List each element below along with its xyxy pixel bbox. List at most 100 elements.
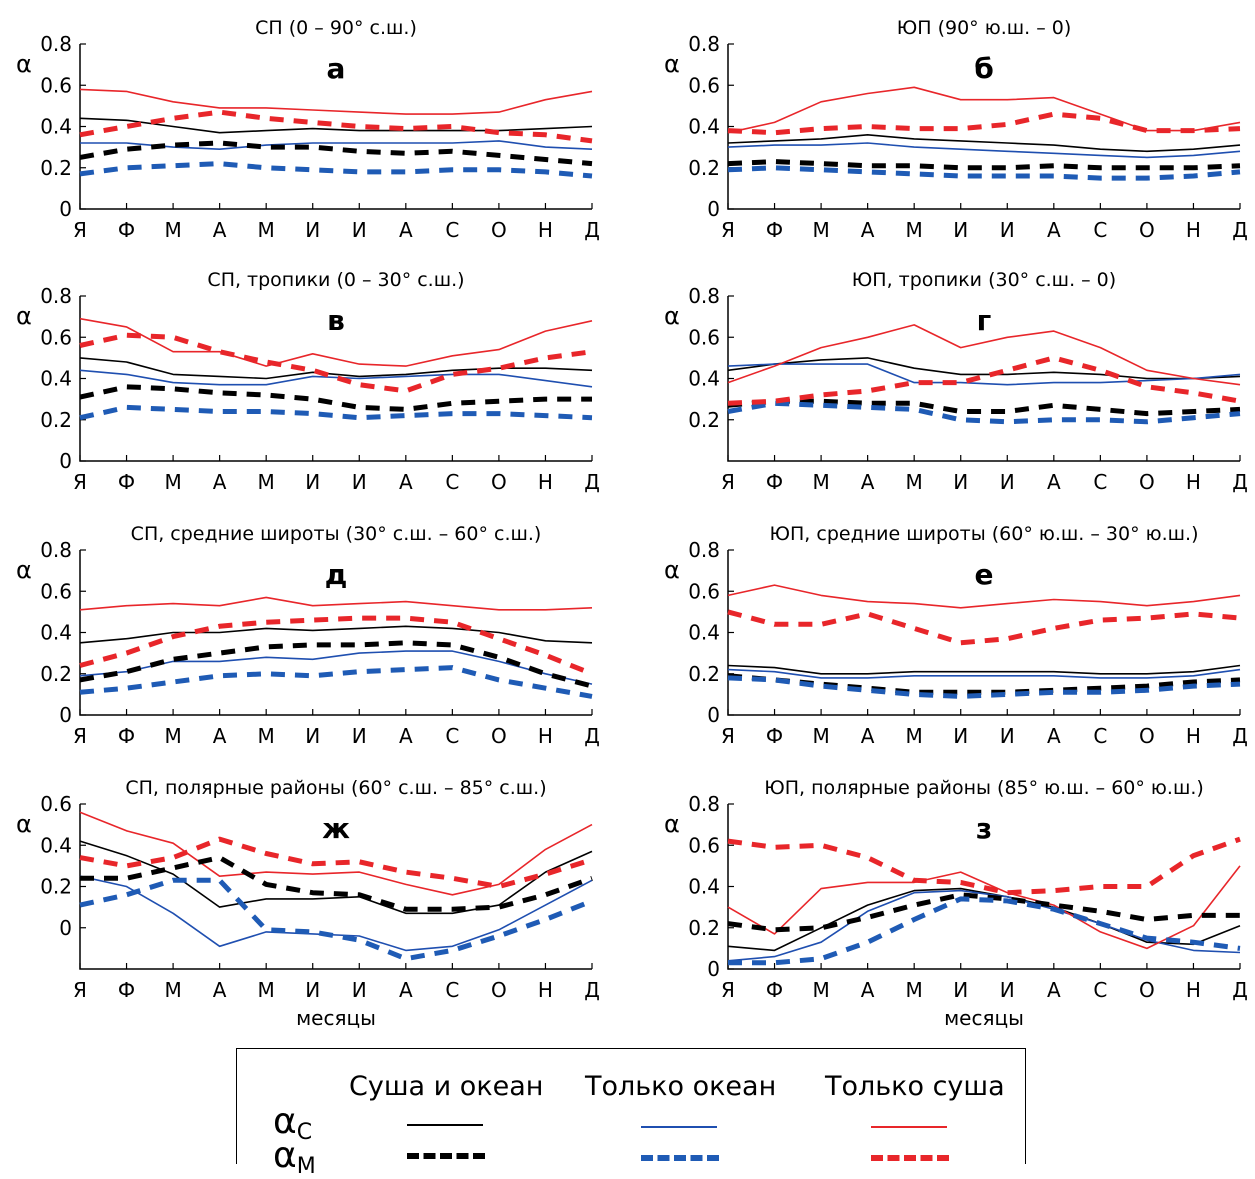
x-tick-label: М (906, 978, 923, 1002)
x-tick-label: Ф (766, 218, 783, 242)
x-tick-label: О (491, 978, 507, 1002)
series-line-ocean_m (727, 675, 1241, 699)
y-tick-label: 0.2 (688, 156, 720, 180)
x-tick-label: Ф (118, 470, 135, 494)
x-tick-label: С (445, 470, 459, 494)
y-tick-label: 0.8 (40, 32, 72, 56)
x-tick-label: И (305, 218, 320, 242)
x-axis-label: месяцы (944, 1006, 1024, 1030)
x-tick-label: И (305, 978, 320, 1002)
series-line-both_m (727, 892, 1240, 933)
x-tick-label: М (812, 218, 829, 242)
x-tick-label: Н (538, 724, 553, 748)
series-line-ocean_c (727, 889, 1241, 962)
series-line-land_c (79, 317, 593, 367)
series-line-both_m (727, 398, 1241, 417)
panel-letter: г (977, 304, 992, 337)
x-tick-label: С (445, 724, 459, 748)
x-tick-label: Д (1232, 470, 1248, 494)
x-tick-label: А (399, 978, 413, 1002)
x-tick-label: И (352, 978, 367, 1002)
y-tick-label: 0.4 (40, 367, 72, 391)
x-tick-label: А (861, 724, 875, 748)
x-tick-label: И (953, 470, 968, 494)
y-tick-label: 0.2 (40, 408, 72, 432)
panel-letter: е (975, 558, 994, 591)
x-tick-label: Я (73, 978, 87, 1002)
y-tick-label: 0.6 (40, 579, 72, 603)
chart-panel-1: ЮП (90° ю.ш. – 0) б α 0 0.2 0.4 0.6 0.8 Я Ф М А М И И А… (664, 17, 1248, 242)
x-tick-label: Ф (766, 724, 783, 748)
x-tick-label: И (1000, 470, 1015, 494)
x-tick-label: М (164, 724, 181, 748)
x-tick-label: О (491, 724, 507, 748)
series-line-land_m (79, 332, 593, 394)
x-tick-label: Ф (118, 218, 135, 242)
y-axis-label: α (664, 556, 680, 584)
series-line-land_c (79, 811, 593, 896)
panel-letter: д (325, 558, 348, 591)
chart-title: ЮП, тропики (30° с.ш. – 0) (852, 269, 1116, 291)
x-tick-label: А (861, 978, 875, 1002)
series-line-ocean_c (80, 140, 593, 150)
series-line-ocean_c (79, 875, 593, 952)
y-tick-label: 0.8 (688, 792, 720, 816)
y-tick-label: 0 (707, 703, 720, 727)
x-tick-label: Ф (118, 978, 135, 1002)
y-tick-label: 0.6 (40, 792, 72, 816)
legend-line-land-m (871, 1155, 949, 1161)
chart-panel-0: СП (0 – 90° с.ш.) а α 0 0.2 0.4 0.6 0.8 Я Ф М А М И И А… (16, 17, 600, 242)
x-tick-label: С (1093, 724, 1107, 748)
legend-row-alpha-m: αM (273, 1135, 316, 1179)
series-line-both_c (79, 117, 593, 134)
y-axis-label: α (16, 302, 32, 330)
x-tick-label: Д (1232, 724, 1248, 748)
x-tick-label: Я (721, 470, 735, 494)
x-tick-label: Д (584, 724, 600, 748)
y-tick-label: 0 (59, 703, 72, 727)
chart-title: СП, тропики (0 – 30° с.ш.) (207, 269, 464, 291)
legend-line-land-c (871, 1126, 947, 1128)
series-line-both_c (79, 625, 593, 644)
legend-alpha-c-symbol: α (273, 1101, 297, 1142)
series-line-land_c (79, 88, 593, 115)
series-line-land_c (79, 596, 593, 611)
series-line-land_m (79, 836, 593, 889)
x-tick-label: М (906, 470, 923, 494)
series-line-ocean_c (79, 650, 593, 685)
x-tick-label: М (164, 470, 181, 494)
legend-line-ocean-m (641, 1155, 719, 1161)
panel-letter: з (976, 812, 992, 845)
y-axis-label: α (664, 810, 680, 838)
x-tick-label: М (906, 218, 923, 242)
series-line-both_c (727, 357, 1241, 380)
y-tick-label: 0.4 (688, 115, 720, 139)
x-tick-label: Ф (118, 724, 135, 748)
x-tick-label: И (1000, 724, 1015, 748)
legend-line-both-c (407, 1124, 483, 1126)
x-tick-label: Н (538, 978, 553, 1002)
x-tick-label: Н (538, 470, 553, 494)
x-tick-label: Я (73, 724, 87, 748)
y-tick-label: 0.2 (40, 875, 72, 899)
series-line-both_c (79, 840, 593, 915)
series-line-ocean_m (79, 877, 593, 962)
series-line-ocean_m (79, 161, 593, 179)
legend-header-ocean: Только океан (585, 1071, 777, 1102)
chart-title: ЮП (90° ю.ш. – 0) (897, 17, 1072, 39)
series-line-land_c (727, 865, 1241, 950)
series-line-both_c (727, 664, 1241, 675)
x-tick-label: Ф (766, 470, 783, 494)
x-tick-label: А (399, 470, 413, 494)
x-tick-label: С (1093, 470, 1107, 494)
y-tick-label: 0.4 (688, 875, 720, 899)
x-tick-label: С (445, 978, 459, 1002)
x-tick-label: И (352, 724, 367, 748)
x-tick-label: И (352, 470, 367, 494)
chart-panel-5: ЮП, средние широты (60° ю.ш. – 30° ю.ш.)… (664, 523, 1248, 748)
series-line-ocean_c (727, 363, 1241, 386)
chart-title: СП, средние широты (30° с.ш. – 60° с.ш.) (131, 523, 542, 545)
y-tick-label: 0.6 (40, 73, 72, 97)
x-tick-label: М (258, 218, 275, 242)
x-tick-label: М (812, 470, 829, 494)
